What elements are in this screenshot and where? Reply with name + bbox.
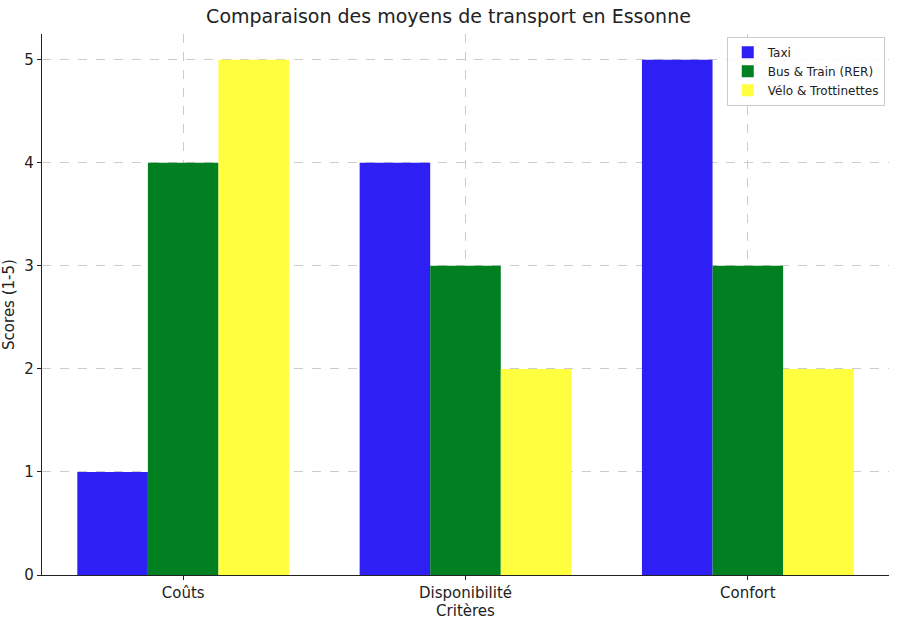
svg-text:Bus & Train (RER): Bus & Train (RER) [768,65,873,79]
svg-text:Comparaison des moyens de tran: Comparaison des moyens de transport en E… [206,5,691,27]
svg-text:Critères: Critères [436,602,495,620]
svg-text:Disponibilité: Disponibilité [419,584,512,602]
svg-text:Confort: Confort [720,584,776,602]
svg-text:Taxi: Taxi [767,46,791,60]
svg-text:0: 0 [24,566,34,584]
svg-text:1: 1 [24,463,34,481]
svg-text:Coûts: Coûts [162,584,205,602]
svg-text:4: 4 [24,154,34,172]
svg-text:Scores (1-5): Scores (1-5) [0,259,18,350]
svg-text:3: 3 [24,257,34,275]
svg-text:2: 2 [24,360,34,378]
svg-text:5: 5 [24,51,34,69]
svg-text:Vélo & Trottinettes: Vélo & Trottinettes [768,84,879,98]
